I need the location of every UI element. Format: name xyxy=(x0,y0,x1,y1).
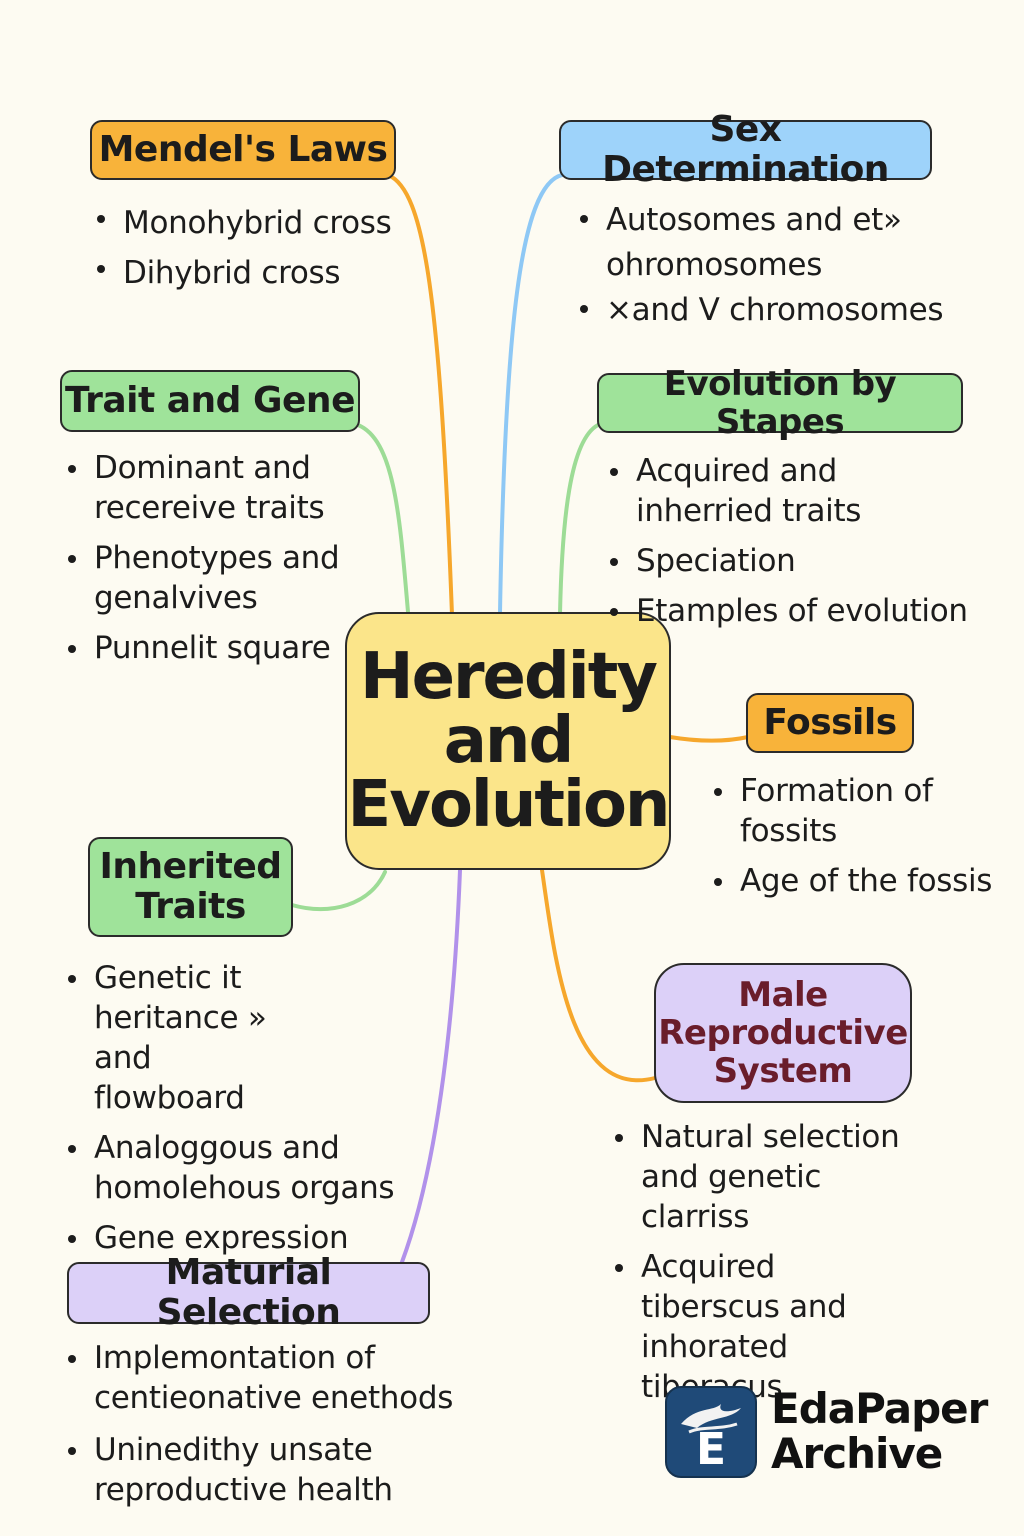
evolution-by-stapes-title: Evolution by Stapes xyxy=(663,363,897,442)
list-item: Dominant and recereive traits xyxy=(66,448,358,528)
fossils-node: Fossils xyxy=(746,693,914,753)
list-item: Etamples of evolution xyxy=(608,591,988,631)
list-item: Age of the fossis xyxy=(712,861,1002,901)
male-reproductive-title-line-3: System xyxy=(713,1051,853,1092)
list-item: Implemontation of centieonative enethods xyxy=(66,1338,474,1418)
list-item: Speciation xyxy=(608,541,988,581)
list-item: Phenotypes and genalvives xyxy=(66,538,358,618)
mendels-laws-node: Mendel's Laws xyxy=(90,120,396,180)
list-item: ×and V chromosomes xyxy=(578,288,958,333)
connector-sex-determination xyxy=(498,173,564,615)
connector-maturial-selection xyxy=(400,868,462,1264)
male-reproductive-title-line-2: Reproductive xyxy=(658,1012,908,1053)
fossils-list: Formation of fossits Age of the fossis xyxy=(712,771,1002,901)
trait-and-gene-node: Trait and Gene xyxy=(60,370,360,432)
list-item: Acquired and inherried traits xyxy=(608,451,886,531)
inherited-traits-title-line-1: Inherited xyxy=(99,845,282,887)
connector-trait-and-gene xyxy=(356,423,410,614)
list-item: Uninedithy unsate reproductive health xyxy=(66,1430,434,1510)
mendels-laws-title: Mendel's Laws xyxy=(98,128,388,170)
mendels-laws-list: Monohybrid cross Dihybrid cross xyxy=(95,198,395,298)
list-item: Monohybrid cross xyxy=(95,198,395,248)
connector-male-reproductive xyxy=(540,868,657,1083)
central-title-line-3: Evolution xyxy=(347,768,671,842)
male-reproductive-list: Natural selection and genetic clarriss A… xyxy=(613,1117,943,1407)
inherited-traits-list: Genetic it heritance » and flowboard Ana… xyxy=(66,958,396,1258)
sex-determination-title: Sex Determination xyxy=(602,108,889,190)
connector-evolution-by-stapes xyxy=(558,423,600,616)
central-title-line-1: Heredity xyxy=(360,640,658,714)
sex-determination-list: Autosomes and et» ohromosomes ×and V chr… xyxy=(578,198,958,333)
list-item: Natural selection and genetic clarriss xyxy=(613,1117,911,1237)
connector-inherited-traits xyxy=(290,870,387,912)
list-item: Punnelit square xyxy=(66,628,358,668)
edapaper-archive-logo: E EdaPaper Archive xyxy=(665,1384,1005,1478)
sex-determination-node: Sex Determination xyxy=(559,109,932,190)
connector-fossils xyxy=(668,735,750,743)
list-item: Analoggous and homolehous organs xyxy=(66,1128,404,1208)
logo-text: EdaPaper Archive xyxy=(771,1384,988,1478)
maturial-selection-title: Maturial Selection xyxy=(156,1251,341,1333)
bird-icon xyxy=(681,1404,741,1434)
evolution-by-stapes-node: Evolution by Stapes xyxy=(597,365,963,441)
logo-badge-icon: E xyxy=(665,1386,757,1478)
central-title-line-2: and xyxy=(443,704,575,778)
list-item: Dihybrid cross xyxy=(95,248,395,298)
male-reproductive-title-line-1: Male xyxy=(738,974,828,1015)
central-topic: Heredity and Evolution xyxy=(345,612,671,870)
male-reproductive-system-node: Male Reproductive System xyxy=(654,963,912,1103)
list-item: Acquired tiberscus and inhorated tiberac… xyxy=(613,1247,911,1407)
connector-mendels-laws xyxy=(386,173,454,617)
fossils-title: Fossils xyxy=(763,701,897,743)
inherited-traits-node: Inherited Traits xyxy=(88,837,293,937)
logo-line-2: Archive xyxy=(771,1429,943,1478)
list-item: Genetic it heritance » and flowboard xyxy=(66,958,304,1118)
list-item: Formation of fossits xyxy=(712,771,960,851)
evolution-by-stapes-list: Acquired and inherried traits Speciation… xyxy=(608,451,988,631)
trait-and-gene-list: Dominant and recereive traits Phenotypes… xyxy=(66,448,358,668)
logo-letter: E xyxy=(695,1424,727,1475)
logo-line-1: EdaPaper xyxy=(771,1384,988,1433)
maturial-selection-list: Implemontation of centieonative enethods… xyxy=(66,1338,476,1510)
trait-and-gene-title: Trait and Gene xyxy=(65,379,355,421)
maturial-selection-node: Maturial Selection xyxy=(67,1252,430,1333)
list-item: Autosomes and et» ohromosomes xyxy=(578,198,958,288)
list-item: Gene expression xyxy=(66,1218,396,1258)
inherited-traits-title-line-2: Traits xyxy=(135,886,246,927)
